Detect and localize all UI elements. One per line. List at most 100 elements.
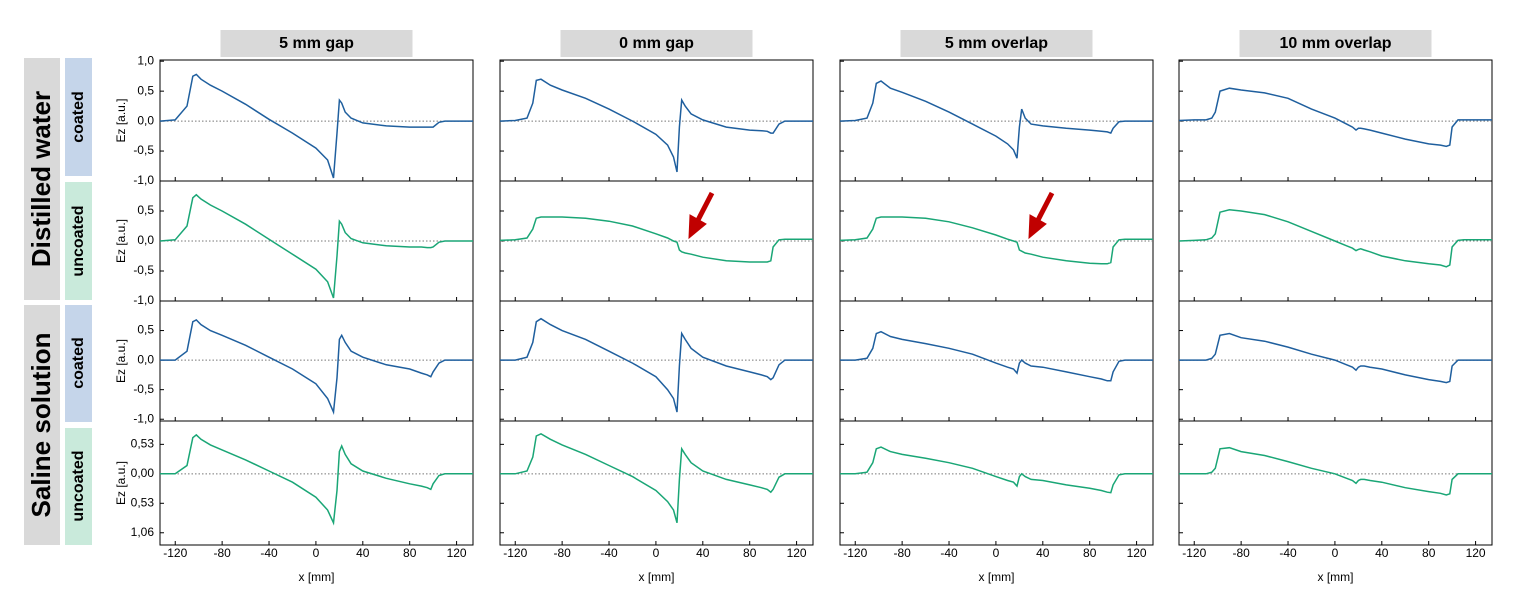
data-line [840, 216, 1153, 265]
row-box [65, 428, 92, 545]
data-line [500, 216, 813, 263]
column-title: 5 mm gap [279, 35, 354, 52]
y-axis-label: Ez [a.u.] [114, 219, 128, 263]
x-tick-label: 80 [743, 546, 757, 560]
y-tick-label: -0,5 [133, 263, 154, 277]
row-box [65, 305, 92, 422]
y-axis-label: Ez [a.u.] [114, 461, 128, 505]
x-axis-label: x [mm] [639, 570, 675, 584]
y-tick-label: 0,0 [137, 352, 154, 366]
data-line [160, 318, 473, 416]
row-label: uncoated [70, 205, 87, 276]
x-tick-label: 120 [787, 546, 807, 560]
plot-frame [499, 420, 814, 546]
y-tick-label: 0,0 [137, 113, 154, 127]
x-tick-label: -40 [260, 546, 278, 560]
row-label: coated [70, 91, 87, 143]
x-tick-label: -40 [1279, 546, 1297, 560]
annotation-arrow [688, 191, 1055, 240]
data-line [160, 73, 473, 179]
data-line [160, 433, 473, 526]
column-title-box [560, 30, 753, 57]
x-tick-label: -120 [1182, 546, 1206, 560]
column-title-box [900, 30, 1093, 57]
data-line [840, 446, 1153, 494]
x-tick-label: 80 [1083, 546, 1097, 560]
x-tick-label: -120 [163, 546, 187, 560]
y-tick-label: 1,06 [131, 525, 155, 539]
row-label: coated [70, 337, 87, 389]
y-axis-label: Ez [a.u.] [114, 98, 128, 142]
data-line [1179, 332, 1492, 384]
x-tick-label: -80 [893, 546, 911, 560]
data-line [840, 330, 1153, 382]
plot-frame [159, 59, 474, 182]
y-tick-label: 0,53 [131, 437, 155, 451]
x-tick-label: 0 [993, 546, 1000, 560]
x-tick-label: -40 [600, 546, 618, 560]
x-tick-label: 40 [1036, 546, 1050, 560]
x-axis-label: x [mm] [299, 570, 335, 584]
x-tick-label: -120 [843, 546, 867, 560]
x-tick-label: 80 [403, 546, 417, 560]
x-axis-label: x [mm] [1318, 570, 1354, 584]
y-tick-label: -1,0 [133, 411, 154, 425]
x-tick-label: 40 [1375, 546, 1389, 560]
data-line [840, 80, 1153, 159]
plot-frame [159, 420, 474, 546]
y-axis-label: Ez [a.u.] [114, 339, 128, 383]
y-tick-label: 0,5 [137, 323, 154, 337]
column-title-box [220, 30, 413, 57]
plot-frame [1178, 420, 1493, 546]
row-box [65, 182, 92, 300]
plot-frame [159, 300, 474, 422]
plot-frame [499, 300, 814, 422]
row-group-label: Distilled water [26, 91, 56, 267]
data-line [500, 78, 813, 173]
x-tick-label: 0 [653, 546, 660, 560]
row-group-label: Saline solution [26, 333, 56, 518]
x-tick-label: -80 [553, 546, 571, 560]
y-tick-label: 1,0 [137, 53, 154, 67]
y-tick-label: 0,53 [131, 495, 155, 509]
x-tick-label: 120 [1127, 546, 1147, 560]
y-tick-label: -0,5 [133, 143, 154, 157]
y-tick-label: 0,00 [131, 466, 155, 480]
x-tick-label: 120 [447, 546, 467, 560]
y-tick-label: 0,5 [137, 203, 154, 217]
row-group-box [24, 305, 60, 545]
x-tick-label: 0 [313, 546, 320, 560]
row-group-box [24, 58, 60, 300]
y-tick-label: 0,5 [137, 83, 154, 97]
x-tick-label: -80 [1232, 546, 1250, 560]
plot-frame [839, 300, 1154, 422]
data-line [1179, 209, 1492, 268]
column-title: 5 mm overlap [945, 35, 1048, 52]
plot-frame [499, 59, 814, 182]
row-label: uncoated [70, 450, 87, 521]
x-tick-label: 40 [696, 546, 710, 560]
data-line [500, 432, 813, 523]
column-title-box [1239, 30, 1432, 57]
x-tick-label: 120 [1466, 546, 1486, 560]
data-line [500, 317, 813, 413]
plot-frame [839, 420, 1154, 546]
plot-frame [1178, 59, 1493, 182]
column-title: 0 mm gap [619, 35, 694, 52]
x-tick-label: -40 [940, 546, 958, 560]
x-tick-label: 80 [1422, 546, 1436, 560]
plot-frame [839, 59, 1154, 182]
y-tick-label: -1,0 [133, 293, 154, 307]
x-tick-label: -120 [503, 546, 527, 560]
y-tick-label: -0,5 [133, 382, 154, 396]
x-tick-label: -80 [213, 546, 231, 560]
x-tick-label: 0 [1332, 546, 1339, 560]
y-tick-label: 0,0 [137, 233, 154, 247]
data-line [1179, 87, 1492, 148]
y-tick-label: -1,0 [133, 173, 154, 187]
x-tick-label: 40 [356, 546, 370, 560]
x-axis-label: x [mm] [979, 570, 1015, 584]
row-box [65, 58, 92, 176]
data-line [1179, 446, 1492, 496]
